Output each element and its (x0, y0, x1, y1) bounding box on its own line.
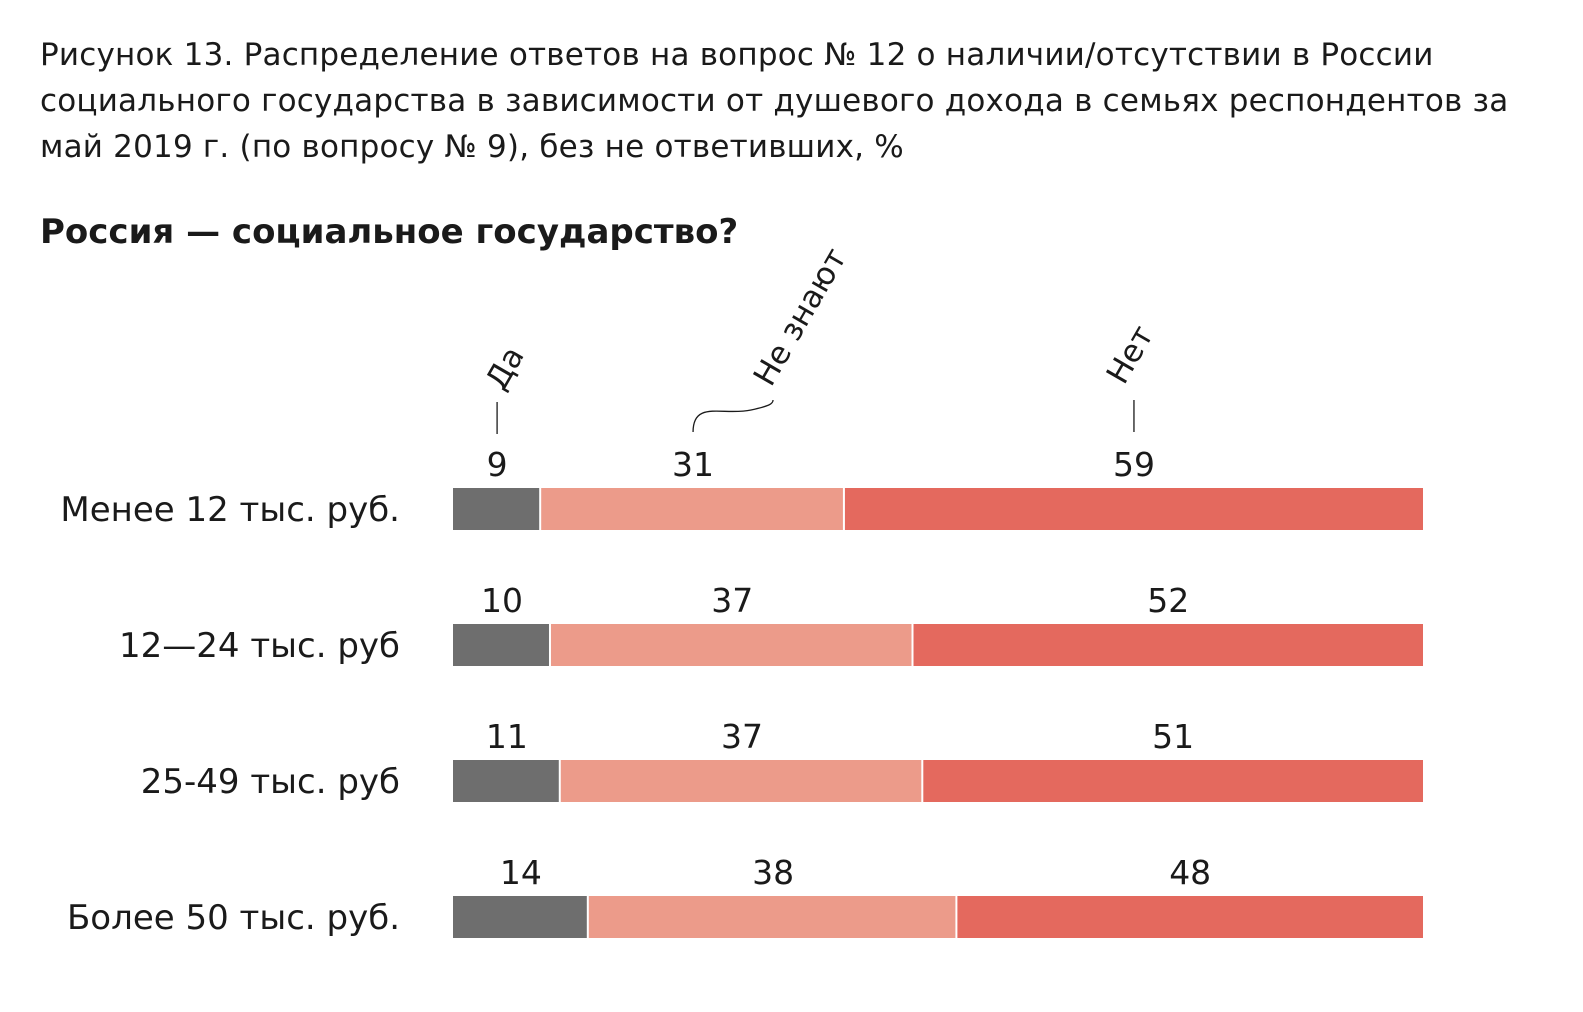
data-label: 31 (672, 445, 714, 484)
data-label: 9 (487, 445, 508, 484)
category-label: 12—24 тыс. руб (119, 626, 400, 666)
data-label: 14 (500, 853, 542, 892)
category-label: Менее 12 тыс. руб. (60, 490, 400, 530)
bar-segment (453, 624, 549, 666)
data-label: 37 (721, 717, 763, 756)
bar-segment (957, 896, 1423, 938)
legend-label: Не знают (747, 242, 854, 392)
bar-segment (541, 488, 843, 530)
bar-segment (560, 760, 922, 802)
data-label: 11 (486, 717, 528, 756)
leader-line (692, 399, 774, 433)
bar-segment (844, 488, 1423, 530)
bar-segment (550, 624, 912, 666)
bar-segment (923, 760, 1423, 802)
legend-label: Нет (1100, 320, 1161, 390)
chart-title: Россия — социальное государство? (40, 212, 739, 252)
data-label: 52 (1147, 581, 1189, 620)
data-label: 59 (1113, 445, 1155, 484)
category-label: Более 50 тыс. руб. (67, 898, 400, 938)
bar-segment (453, 760, 559, 802)
data-label: 38 (752, 853, 794, 892)
data-label: 48 (1169, 853, 1211, 892)
bar-segment (453, 896, 587, 938)
bar-segment (913, 624, 1423, 666)
bar-segment (588, 896, 956, 938)
figure-title: Рисунок 13. Распределение ответов на воп… (40, 37, 1509, 165)
bar-segment (453, 488, 540, 530)
category-label: 25-49 тыс. руб (141, 762, 400, 802)
data-label: 51 (1152, 717, 1194, 756)
legend-label: Да (479, 341, 532, 396)
data-label: 10 (481, 581, 523, 620)
data-label: 37 (711, 581, 753, 620)
